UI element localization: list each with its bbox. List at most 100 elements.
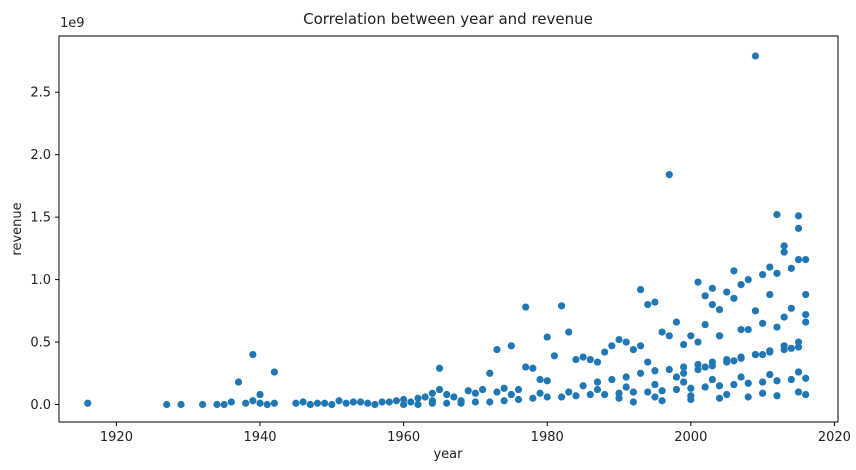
y-tick-label: 2.5 [30, 86, 51, 101]
data-point [536, 375, 544, 384]
data-point [708, 362, 716, 370]
x-tick-label: 2000 [674, 430, 707, 445]
data-point [622, 383, 630, 391]
data-point [737, 354, 745, 362]
data-point [773, 323, 781, 331]
data-point [794, 368, 803, 376]
data-point [672, 318, 681, 326]
data-point [299, 398, 307, 406]
data-point [658, 397, 666, 405]
data-point [680, 369, 688, 377]
y-axis-label: revenue [10, 202, 25, 255]
data-point [787, 375, 795, 384]
data-point [766, 290, 774, 299]
data-point [737, 373, 745, 381]
data-point [672, 385, 681, 394]
data-point [407, 398, 415, 406]
data-point [751, 52, 760, 60]
data-point [601, 390, 609, 399]
data-point [234, 378, 243, 386]
data-point [392, 397, 401, 405]
data-point [708, 375, 716, 384]
data-point [177, 400, 185, 409]
data-point [464, 387, 472, 395]
data-point [615, 394, 623, 402]
data-point [773, 211, 781, 219]
data-point [802, 374, 810, 382]
data-point [708, 284, 716, 292]
data-point [543, 377, 551, 385]
data-point [766, 347, 774, 355]
data-point [378, 398, 386, 406]
data-point [400, 400, 408, 409]
data-point [629, 345, 637, 354]
chart-title: Correlation between year and revenue [303, 10, 593, 28]
data-point [313, 399, 322, 407]
data-point [802, 256, 810, 264]
data-point [723, 390, 731, 399]
data-point [435, 364, 444, 372]
data-point [335, 397, 343, 405]
data-point [651, 367, 659, 375]
data-point [514, 395, 523, 404]
y-tick-label: 0.0 [30, 398, 51, 413]
data-points [84, 52, 810, 409]
x-tick-label: 1980 [531, 430, 564, 445]
x-tick-label: 1920 [100, 430, 133, 445]
data-point [270, 399, 278, 407]
data-point [730, 357, 738, 365]
data-point [723, 288, 731, 296]
data-point [500, 397, 508, 405]
data-point [759, 270, 767, 279]
data-point [802, 390, 810, 399]
data-point [263, 400, 271, 409]
data-point [543, 393, 551, 401]
data-point [608, 342, 616, 350]
data-point [773, 392, 781, 400]
data-point [715, 332, 724, 340]
data-point [593, 385, 602, 394]
data-point [701, 383, 709, 391]
data-point [493, 345, 501, 354]
data-point [256, 399, 264, 407]
data-point [636, 342, 645, 350]
data-point [522, 303, 530, 311]
data-point [579, 382, 587, 390]
data-point [321, 399, 329, 407]
x-tick-label: 2020 [818, 430, 851, 445]
data-point [608, 375, 616, 384]
y-tick-label: 1.0 [30, 273, 51, 288]
data-point [414, 394, 422, 402]
data-point [780, 313, 788, 321]
data-point [802, 318, 810, 326]
y-tick-label: 0.5 [30, 336, 51, 351]
data-point [744, 393, 752, 401]
data-point [687, 384, 695, 392]
x-axis-label: year [433, 447, 463, 462]
data-point [400, 395, 408, 404]
data-point [507, 342, 515, 350]
data-point [794, 224, 803, 232]
data-point [636, 369, 645, 377]
data-point [730, 267, 738, 275]
data-point [557, 393, 566, 401]
data-point [687, 395, 695, 404]
data-point [507, 390, 515, 399]
data-point [292, 399, 300, 407]
data-point [443, 390, 451, 399]
data-point [356, 398, 365, 406]
data-point [421, 393, 429, 401]
data-point [794, 212, 803, 220]
x-tick-label: 1960 [387, 430, 420, 445]
data-point [787, 344, 795, 352]
data-point [773, 269, 781, 277]
data-point [227, 398, 235, 406]
data-point [349, 398, 357, 406]
data-point [773, 377, 781, 385]
data-point [536, 389, 544, 397]
data-point [680, 378, 688, 386]
data-point [715, 394, 724, 402]
data-point [672, 373, 681, 381]
data-point [694, 338, 702, 346]
data-point [364, 399, 372, 407]
